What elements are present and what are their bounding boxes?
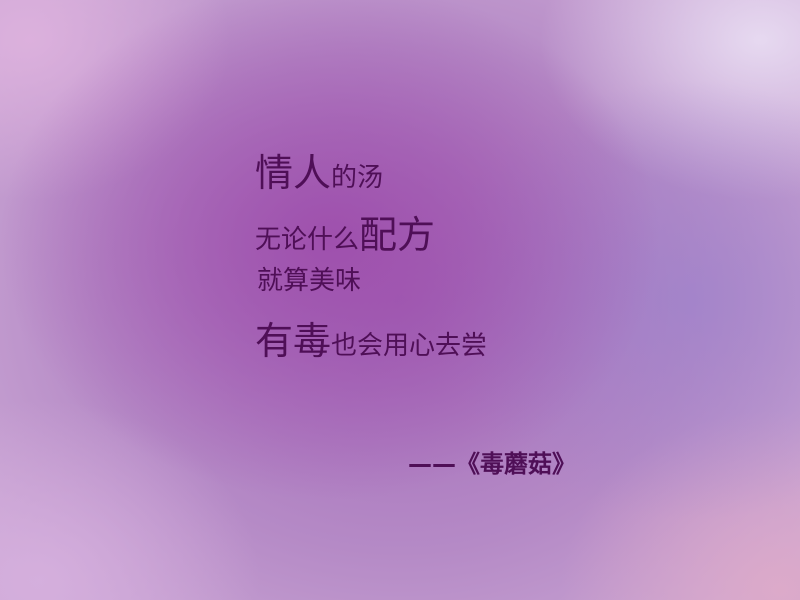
poem-line-3-text: 就算美味 [257, 266, 362, 296]
poem-line-4: 有毒也会用心去尝 [255, 310, 487, 365]
poem-line-1: 情人的汤 [255, 142, 383, 197]
poem-line-2: 无论什么配方 [255, 204, 435, 259]
poem-line-2-start: 无论什么 [255, 225, 360, 255]
poem-line-4-rest: 也会用心去尝 [331, 331, 488, 361]
poem-line-1-rest: 的汤 [331, 163, 384, 193]
poem-line-2-emphasis: 配方 [359, 213, 436, 257]
poem-line-1-emphasis: 情人 [255, 151, 332, 195]
poem-line-4-emphasis: 有毒 [255, 319, 332, 363]
poem-line-3: 就算美味 [257, 260, 361, 297]
song-attribution: ——《毒蘑菇》 [408, 450, 576, 478]
